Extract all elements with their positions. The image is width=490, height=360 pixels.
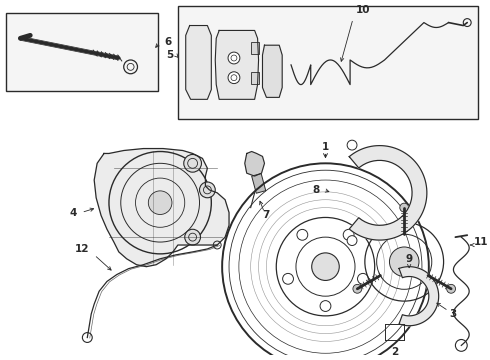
Bar <box>251 42 259 54</box>
Circle shape <box>185 229 200 245</box>
Circle shape <box>400 203 409 212</box>
Circle shape <box>347 236 357 246</box>
Bar <box>251 72 259 84</box>
Text: 8: 8 <box>312 185 319 195</box>
Polygon shape <box>263 45 282 97</box>
Polygon shape <box>245 152 265 176</box>
Circle shape <box>283 273 294 284</box>
Text: 12: 12 <box>75 244 90 254</box>
Circle shape <box>390 247 419 276</box>
Polygon shape <box>186 26 211 99</box>
Bar <box>178 6 478 119</box>
Text: 10: 10 <box>356 5 370 15</box>
Text: 5: 5 <box>166 50 173 60</box>
Bar <box>252 174 266 193</box>
Circle shape <box>312 253 339 280</box>
Circle shape <box>358 273 368 284</box>
Text: 1: 1 <box>322 141 329 152</box>
Circle shape <box>228 52 240 64</box>
Circle shape <box>320 301 331 311</box>
Text: 4: 4 <box>70 207 77 217</box>
Text: 2: 2 <box>391 347 398 357</box>
Text: 3: 3 <box>450 309 457 319</box>
Bar <box>5 13 158 91</box>
Circle shape <box>353 284 362 293</box>
Circle shape <box>199 182 215 198</box>
Polygon shape <box>215 31 259 99</box>
Text: 9: 9 <box>406 254 413 264</box>
Circle shape <box>297 229 308 240</box>
Circle shape <box>447 284 456 293</box>
Circle shape <box>347 140 357 150</box>
Circle shape <box>343 229 354 240</box>
Text: 11: 11 <box>474 237 489 247</box>
Polygon shape <box>399 267 439 326</box>
Text: 7: 7 <box>263 211 270 220</box>
Polygon shape <box>349 145 427 240</box>
Text: 6: 6 <box>164 37 171 47</box>
Circle shape <box>184 154 201 172</box>
Circle shape <box>148 191 172 215</box>
Polygon shape <box>94 149 229 267</box>
Circle shape <box>228 72 240 84</box>
